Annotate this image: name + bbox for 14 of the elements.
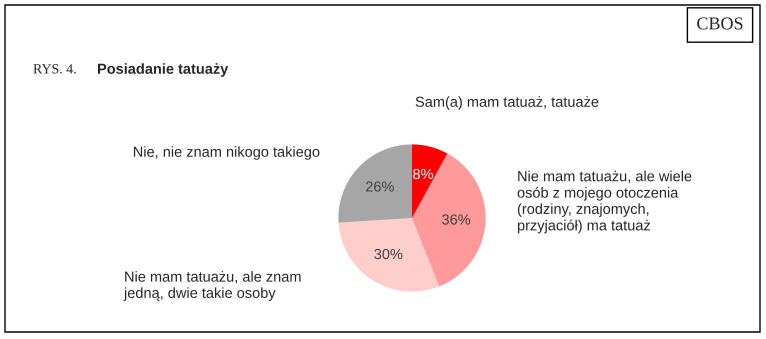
data-label: 30%: [374, 248, 402, 260]
slice-label: Nie mam tatuażu, ale wiele osób z mojego otoczenia (rodziny, znajomych, przyjaciół) ma tatuaż: [518, 170, 692, 234]
data-label: 26%: [366, 181, 394, 192]
data-label: 36%: [442, 214, 470, 225]
data-label: 8%: [413, 168, 433, 180]
slice-label: Sam(a) mam tatuaż, tatuaże: [416, 96, 598, 110]
text: CBOS: [697, 17, 742, 30]
slice-label: Nie mam tatuażu, ale znam jedną, dwie takie osoby: [124, 271, 301, 301]
pie-slice: [338, 218, 440, 292]
pie-slice: [338, 144, 412, 223]
slice-label: Nie, nie znam nikogo takiego: [134, 146, 320, 160]
text: RYS. 4.: [33, 64, 76, 74]
pie-slice: [412, 154, 486, 286]
chart-title: Posiadanie tatuaży: [98, 63, 228, 77]
